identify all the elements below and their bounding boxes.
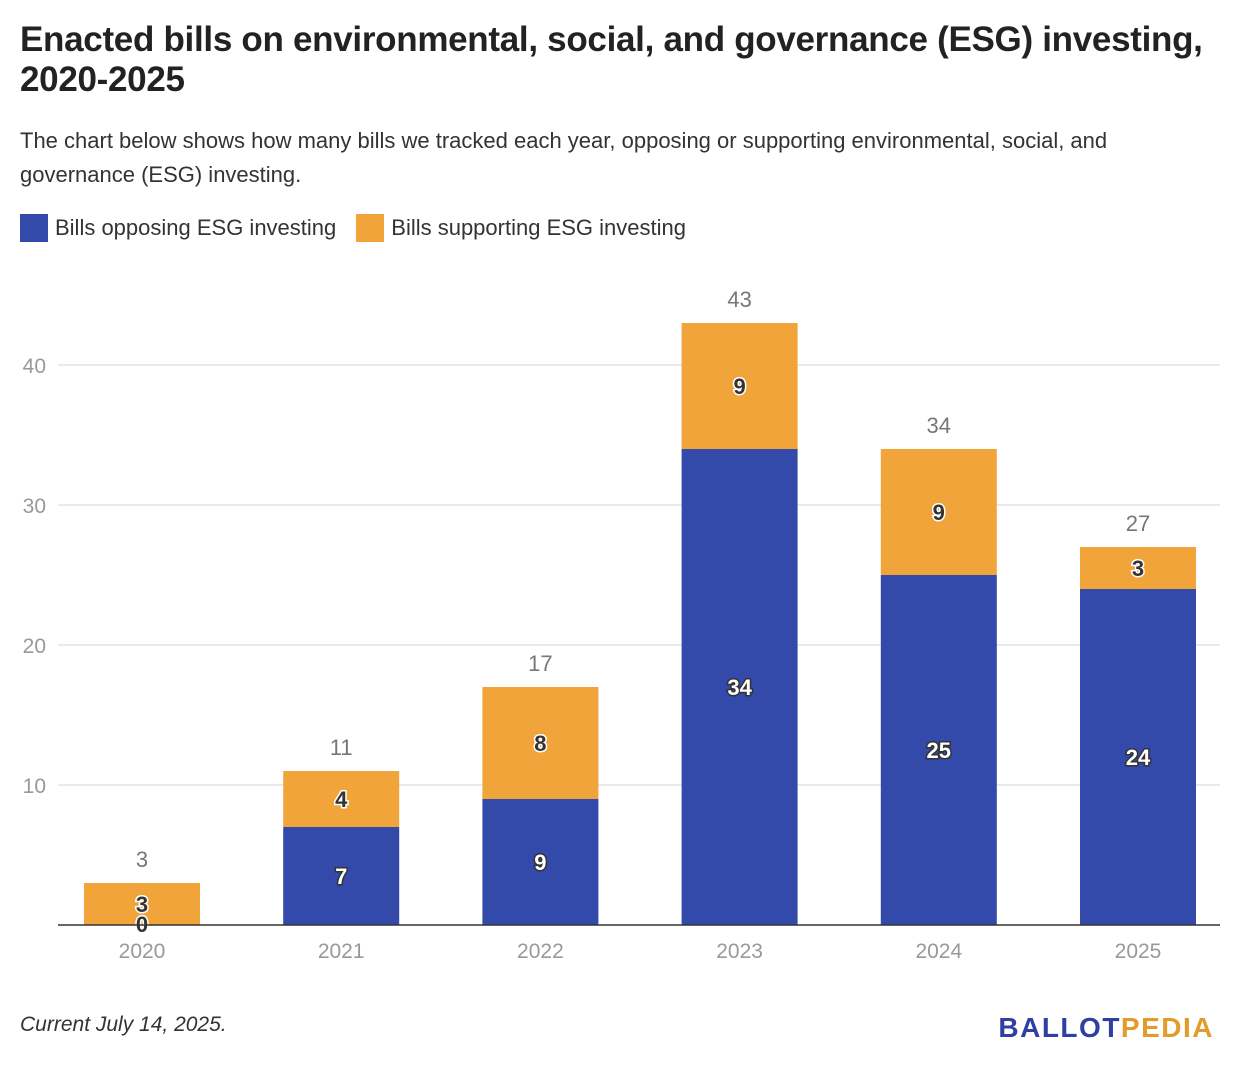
legend-swatch-opposing [20,214,48,242]
total-label: 3 [136,847,148,872]
bar-supporting [681,323,798,449]
x-tick-label: 2020 [119,940,166,963]
bar-supporting [283,771,400,827]
y-tick-label: 20 [23,635,46,658]
chart-subtitle: The chart below shows how many bills we … [20,128,1108,187]
data-label-opposing: 9 [534,850,546,875]
footer-note: Current July 14, 2025. [20,1013,227,1036]
y-tick-label: 30 [23,495,46,518]
ballotpedia-logo: BALLOTPEDIA [998,1012,1214,1043]
bar-opposing [880,575,997,925]
x-tick-label: 2024 [915,940,962,963]
x-tick-label: 2025 [1115,940,1162,963]
legend-label-opposing: Bills opposing ESG investing [55,215,337,240]
total-label: 34 [927,413,951,438]
bar-opposing [681,449,798,925]
bar-supporting [84,883,200,925]
x-tick-label: 2021 [318,940,365,963]
data-label-opposing: 34 [727,675,752,700]
total-label: 43 [727,287,751,312]
total-label: 11 [330,735,353,760]
data-label-supporting: 3 [136,892,148,917]
data-label-supporting: 8 [534,731,546,756]
bar-supporting [880,449,997,575]
y-tick-label: 10 [23,775,46,798]
total-label: 27 [1126,511,1150,536]
bar-supporting [482,687,599,799]
total-label: 17 [528,651,552,676]
bar-opposing [283,827,400,925]
data-label-supporting: 9 [733,374,745,399]
x-tick-label: 2022 [517,940,564,963]
bar-supporting [1080,547,1196,589]
x-tick-label: 2023 [716,940,763,963]
legend: Bills opposing ESG investing Bills suppo… [20,214,706,242]
bar-opposing [1080,589,1196,925]
data-label-supporting: 4 [335,787,348,812]
data-label-opposing: 7 [335,864,347,889]
y-tick-label: 40 [23,355,46,378]
legend-label-supporting: Bills supporting ESG investing [391,215,686,240]
data-label-supporting: 9 [933,500,945,525]
bar-opposing [482,799,599,925]
legend-item-supporting: Bills supporting ESG investing [356,214,686,242]
data-label-opposing: 25 [927,738,951,763]
legend-swatch-supporting [356,214,385,242]
data-label-opposing: 24 [1126,745,1151,770]
data-label-supporting: 3 [1132,556,1144,581]
chart-title: Enacted bills on environmental, social, … [20,20,1203,99]
legend-item-opposing: Bills opposing ESG investing [20,214,336,242]
stacked-bar-chart: 1020304003320207411202198172022349432023… [23,287,1220,963]
